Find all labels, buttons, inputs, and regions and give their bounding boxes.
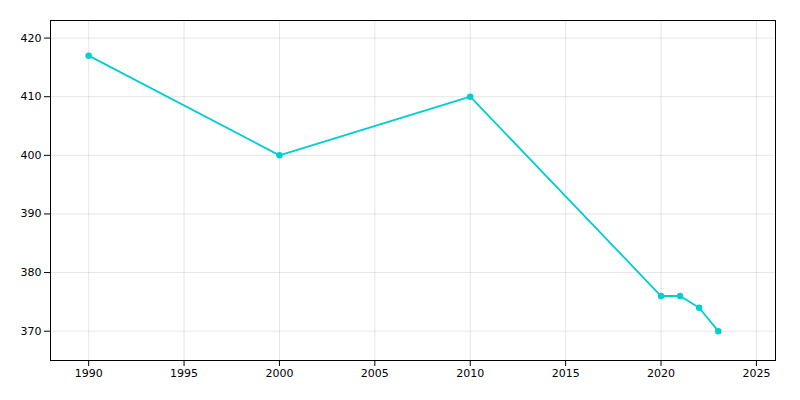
svg-text:1990: 1990 bbox=[75, 367, 103, 380]
svg-text:390: 390 bbox=[21, 207, 42, 220]
svg-text:2015: 2015 bbox=[552, 367, 580, 380]
svg-text:1995: 1995 bbox=[170, 367, 198, 380]
svg-text:400: 400 bbox=[21, 149, 42, 162]
svg-text:420: 420 bbox=[21, 32, 42, 45]
svg-text:370: 370 bbox=[21, 325, 42, 338]
svg-text:2025: 2025 bbox=[742, 367, 770, 380]
svg-text:410: 410 bbox=[21, 90, 42, 103]
svg-text:2010: 2010 bbox=[456, 367, 484, 380]
svg-text:380: 380 bbox=[21, 266, 42, 279]
svg-text:2005: 2005 bbox=[361, 367, 389, 380]
svg-text:2020: 2020 bbox=[647, 367, 675, 380]
svg-text:2000: 2000 bbox=[265, 367, 293, 380]
